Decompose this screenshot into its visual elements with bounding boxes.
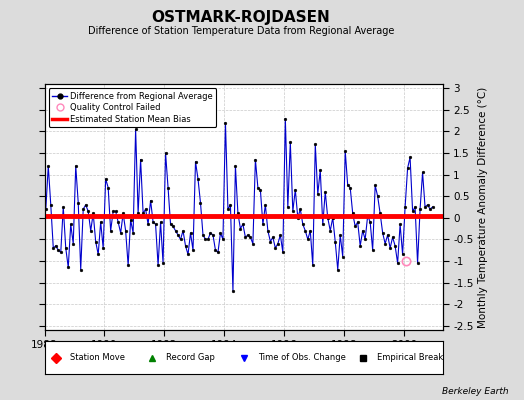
Text: Empirical Break: Empirical Break	[377, 353, 443, 362]
Text: Time of Obs. Change: Time of Obs. Change	[258, 353, 345, 362]
Text: Difference of Station Temperature Data from Regional Average: Difference of Station Temperature Data f…	[88, 26, 394, 36]
Text: OSTMARK-ROJDASEN: OSTMARK-ROJDASEN	[151, 10, 331, 25]
Text: Record Gap: Record Gap	[166, 353, 215, 362]
Text: Station Move: Station Move	[70, 353, 125, 362]
Text: Berkeley Earth: Berkeley Earth	[442, 387, 508, 396]
Legend: Difference from Regional Average, Quality Control Failed, Estimated Station Mean: Difference from Regional Average, Qualit…	[49, 88, 216, 127]
Y-axis label: Monthly Temperature Anomaly Difference (°C): Monthly Temperature Anomaly Difference (…	[478, 86, 488, 328]
